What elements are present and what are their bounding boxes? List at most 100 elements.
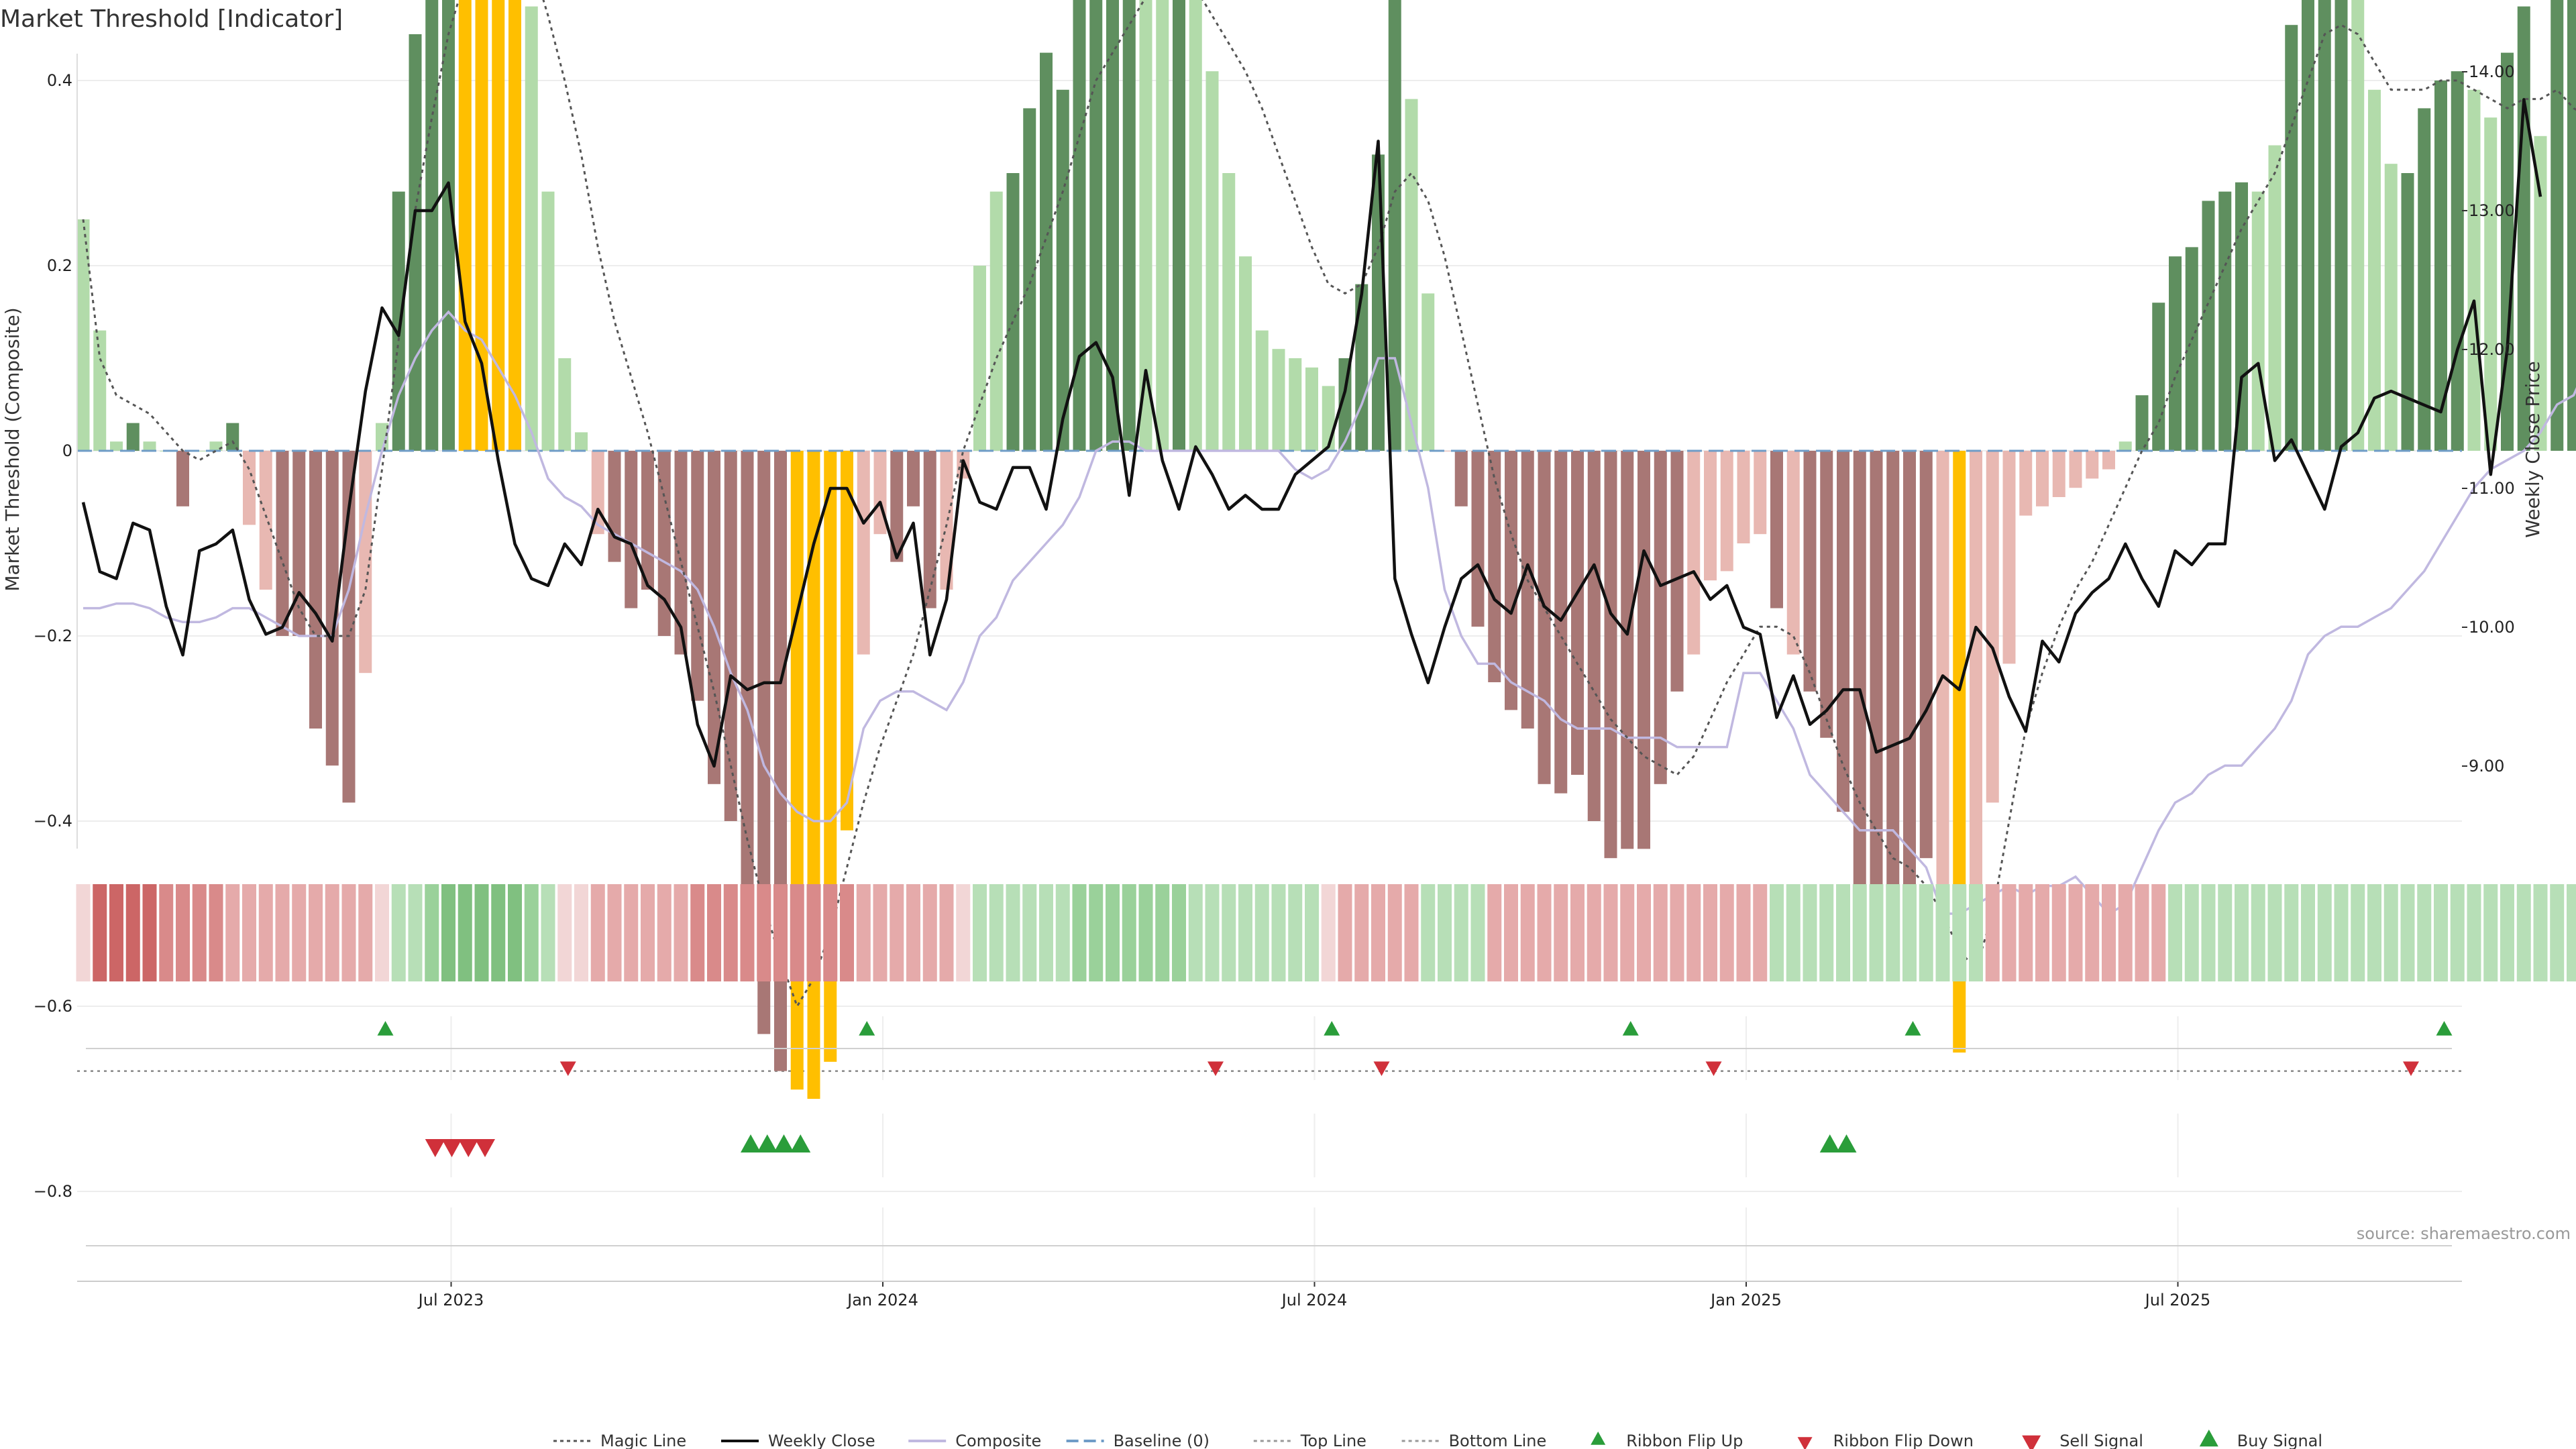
buy-signal-marker bbox=[741, 1134, 761, 1152]
composite-bar bbox=[325, 451, 339, 766]
composite-bar bbox=[2251, 191, 2265, 451]
ribbon-cell bbox=[1421, 884, 1436, 981]
ribbon-cell bbox=[1371, 884, 1385, 981]
ribbon-cell bbox=[2251, 884, 2265, 981]
ribbon-cell bbox=[541, 884, 555, 981]
ribbon-cell bbox=[1935, 884, 1950, 981]
ribbon-cell bbox=[1487, 884, 1502, 981]
composite-bar bbox=[1272, 349, 1285, 451]
ribbon-cell bbox=[1969, 884, 1983, 981]
composite-bar bbox=[2069, 451, 2082, 488]
ribbon-cell bbox=[1288, 884, 1303, 981]
ribbon-cell bbox=[1653, 884, 1668, 981]
composite-bar bbox=[76, 219, 90, 451]
composite-bar bbox=[1903, 451, 1916, 886]
composite-bar bbox=[1205, 71, 1219, 451]
legend-entry: Weekly Close bbox=[721, 1432, 875, 1449]
composite-bars bbox=[76, 0, 2576, 1099]
ribbon-cell bbox=[574, 884, 588, 981]
ribbon-flip-up-marker bbox=[859, 1021, 875, 1036]
weekly-close-line bbox=[81, 98, 2542, 768]
ribbon-cell bbox=[2218, 884, 2233, 981]
legend-label: Sell Signal bbox=[2059, 1432, 2143, 1449]
y-tick-right: 10.00 bbox=[2469, 618, 2515, 637]
composite-bar bbox=[890, 451, 904, 562]
ribbon-cell bbox=[176, 884, 190, 981]
composite-bar bbox=[1919, 451, 1933, 859]
ribbon-cell bbox=[790, 884, 804, 981]
ribbon-cell bbox=[275, 884, 290, 981]
ribbon-cell bbox=[1686, 884, 1701, 981]
composite-bar bbox=[2102, 451, 2115, 470]
x-tick-label: Jan 2025 bbox=[1709, 1291, 1782, 1309]
y-tick-left: −0.4 bbox=[34, 812, 72, 830]
sell-signal-marker bbox=[425, 1139, 445, 1157]
legend-entry: Buy Signal bbox=[2199, 1430, 2322, 1449]
composite-bar bbox=[674, 451, 688, 655]
composite-bar bbox=[1056, 89, 1069, 451]
composite-bar bbox=[1986, 451, 1999, 803]
legend-swatch bbox=[2199, 1430, 2218, 1447]
composite-bar bbox=[1936, 451, 1949, 969]
ribbon-cell bbox=[159, 884, 174, 981]
ribbon-cell bbox=[225, 884, 240, 981]
ribbon-cell bbox=[757, 884, 771, 981]
chart-title: Market Threshold [Indicator] bbox=[0, 5, 343, 33]
ribbon-cell bbox=[2334, 884, 2349, 981]
composite-bar bbox=[2152, 303, 2165, 451]
ribbon-cell bbox=[1122, 884, 1136, 981]
ribbon-cell bbox=[1537, 884, 1552, 981]
ribbon-cell bbox=[1039, 884, 1053, 981]
ribbon-cell bbox=[657, 884, 672, 981]
ribbon-cell bbox=[242, 884, 256, 981]
ribbon-cell bbox=[641, 884, 655, 981]
composite-bar bbox=[1621, 451, 1634, 849]
composite-bar bbox=[1687, 451, 1701, 655]
composite-bar bbox=[2418, 108, 2431, 451]
ribbon-cell bbox=[109, 884, 123, 981]
legend-label: Baseline (0) bbox=[1114, 1432, 1210, 1449]
buy-signal-marker bbox=[790, 1134, 811, 1152]
composite-bar bbox=[1372, 154, 1385, 451]
ribbon-cell bbox=[209, 884, 223, 981]
ribbon-cell bbox=[1736, 884, 1751, 981]
ribbon-cell bbox=[1985, 884, 2000, 981]
y-tick-right: 13.00 bbox=[2469, 201, 2515, 220]
ribbon-cell bbox=[1072, 884, 1087, 981]
composite-bar bbox=[625, 451, 638, 608]
ribbon-cell bbox=[906, 884, 920, 981]
composite-bar bbox=[2086, 451, 2099, 479]
reference-lines bbox=[77, 1070, 2462, 1072]
composite-bar bbox=[857, 451, 870, 655]
legend-swatch bbox=[1797, 1437, 1813, 1449]
ribbon-cell bbox=[2118, 884, 2133, 981]
ribbon-cell bbox=[1470, 884, 1485, 981]
sell-signal-marker bbox=[441, 1139, 462, 1157]
composite-bar bbox=[259, 451, 272, 590]
ribbon-flip-down-marker bbox=[1373, 1061, 1390, 1076]
composite-bar bbox=[841, 451, 853, 830]
ribbon-cell bbox=[1836, 884, 1850, 981]
ribbon-cell bbox=[1205, 884, 1220, 981]
legend-label: Ribbon Flip Up bbox=[1626, 1432, 1743, 1449]
composite-bar bbox=[2434, 80, 2447, 451]
ribbon-cell bbox=[1637, 884, 1651, 981]
composite-bar bbox=[1156, 0, 1169, 451]
ribbon-cell bbox=[2567, 884, 2576, 981]
ribbon-strip bbox=[76, 884, 2576, 981]
legend-label: Composite bbox=[955, 1432, 1041, 1449]
composite-bar bbox=[1604, 451, 1617, 859]
ribbon-cell bbox=[2151, 884, 2166, 981]
composite-bar bbox=[309, 451, 322, 729]
composite-bar bbox=[923, 451, 936, 608]
ribbon-cell bbox=[840, 884, 854, 981]
ribbon-cell bbox=[491, 884, 506, 981]
ribbon-cell bbox=[1670, 884, 1684, 981]
ribbon-cell bbox=[1803, 884, 1817, 981]
ribbon-cell bbox=[2301, 884, 2315, 981]
ribbon-cell bbox=[1753, 884, 1768, 981]
ribbon-cell bbox=[1438, 884, 1452, 981]
composite-bar bbox=[691, 451, 704, 701]
ribbon-cell bbox=[1238, 884, 1252, 981]
legend-swatch bbox=[1591, 1432, 1606, 1445]
